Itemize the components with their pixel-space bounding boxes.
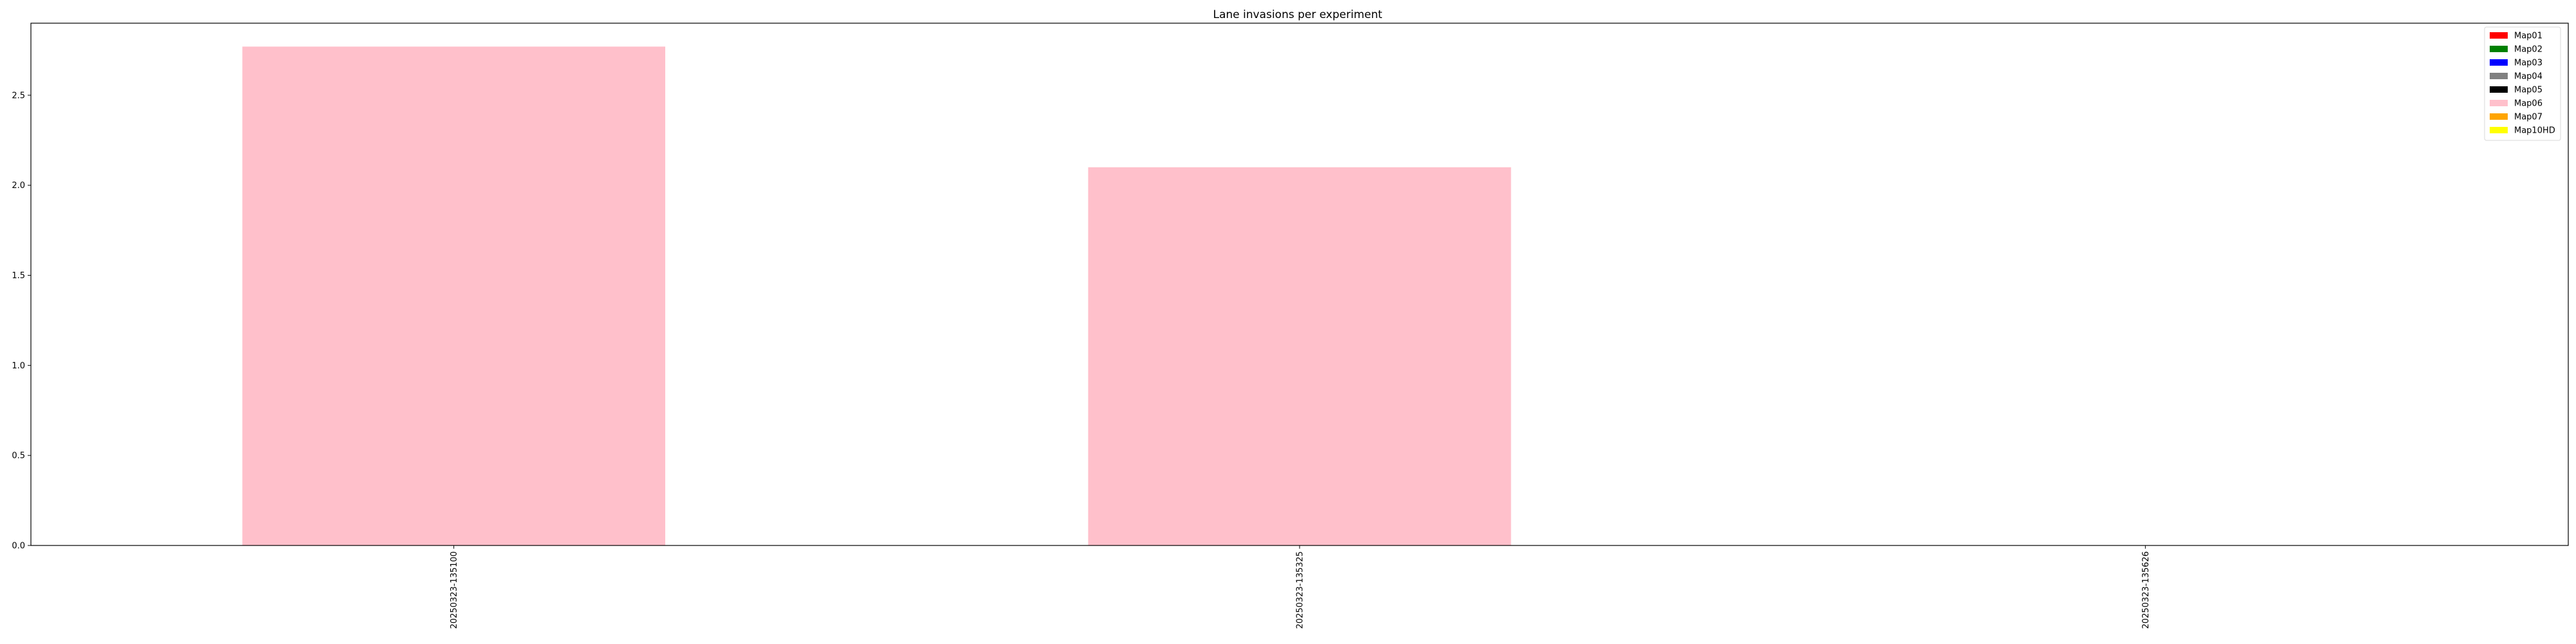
legend-box	[2484, 26, 2561, 141]
legend-swatch-map06	[2490, 100, 2508, 106]
x-axis: 20250323-135100 20250323-135325 20250323-1…	[450, 545, 2151, 629]
legend-label-map01: Map01	[2514, 32, 2543, 41]
bars-layer	[242, 46, 1511, 546]
y-tick-label: 1.0	[12, 361, 25, 371]
legend-label-map05: Map05	[2514, 86, 2543, 95]
x-tick-label: 20250323-135325	[1296, 551, 1305, 629]
y-tick-label: 0.0	[12, 542, 25, 551]
legend-label-map10hd: Map10HD	[2514, 126, 2555, 136]
legend-swatch-map07	[2490, 113, 2508, 120]
legend-label-map02: Map02	[2514, 45, 2543, 55]
legend-swatch-map10hd	[2490, 127, 2508, 133]
legend-swatch-map02	[2490, 46, 2508, 52]
legend-swatch-map04	[2490, 73, 2508, 79]
bar-map06-1	[1088, 167, 1511, 546]
legend-label-map07: Map07	[2514, 113, 2543, 122]
y-tick-label: 2.5	[12, 91, 25, 100]
legend-swatch-map01	[2490, 32, 2508, 39]
y-tick-label: 0.5	[12, 451, 25, 461]
x-tick-label: 20250323-135100	[450, 551, 459, 629]
legend-swatch-map03	[2490, 59, 2508, 66]
y-tick-label: 1.5	[12, 271, 25, 281]
chart-title: Lane invasions per experiment	[1213, 8, 1383, 21]
x-tick-label: 20250323-135626	[2141, 551, 2151, 629]
legend-label-map03: Map03	[2514, 59, 2543, 68]
legend: Map01 Map02 Map03 Map04 Map05 Map06 Map07 Map10…	[2484, 26, 2561, 141]
legend-swatch-map05	[2490, 86, 2508, 93]
y-axis: 0.0 0.5 1.0 1.5 2.0 2.5	[12, 91, 31, 551]
plot-area-frame	[30, 23, 2569, 546]
bar-map06-0	[242, 46, 665, 546]
y-tick-label: 2.0	[12, 181, 25, 191]
legend-label-map06: Map06	[2514, 99, 2543, 109]
legend-label-map04: Map04	[2514, 72, 2543, 82]
